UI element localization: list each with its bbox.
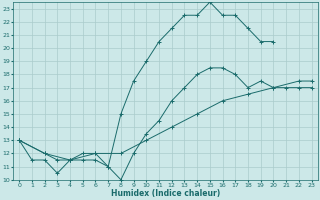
X-axis label: Humidex (Indice chaleur): Humidex (Indice chaleur) [111, 189, 220, 198]
